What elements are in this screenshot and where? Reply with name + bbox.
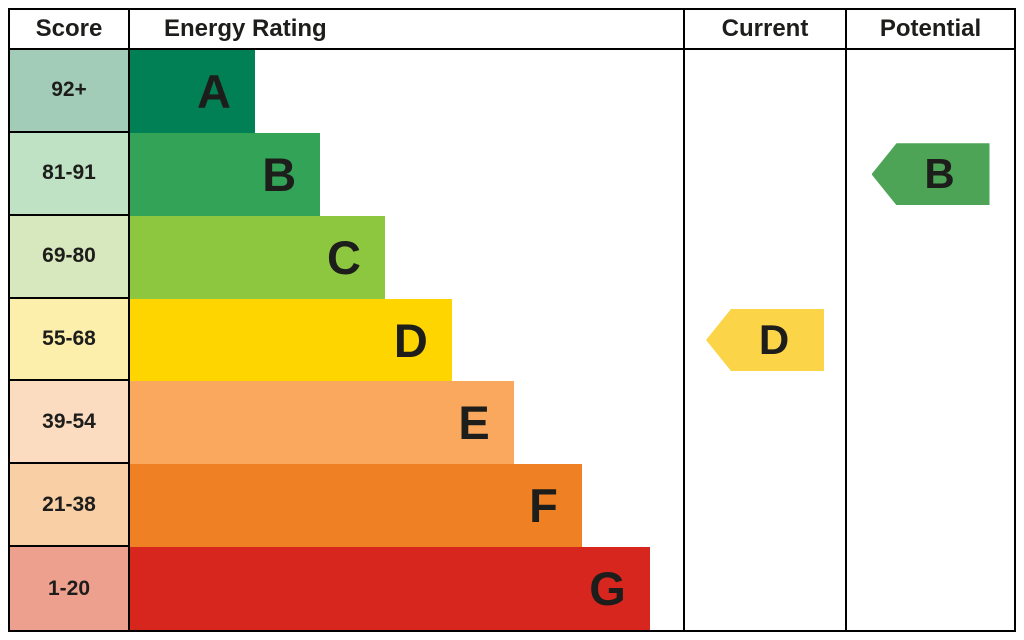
- band-row-a: 92+ A: [10, 50, 1014, 133]
- band-row-f: 21-38 F: [10, 464, 1014, 548]
- current-rating-arrow: D: [706, 309, 824, 371]
- current-cell: [683, 381, 845, 465]
- potential-cell: [845, 298, 1014, 382]
- rating-bar: C: [130, 215, 385, 299]
- band-row-c: 69-80 C: [10, 215, 1014, 299]
- band-letter: D: [393, 313, 428, 367]
- score-cell: 1-20: [10, 547, 130, 631]
- band-letter: A: [197, 64, 231, 118]
- rating-bar-area: E: [130, 381, 683, 465]
- rating-bar: D: [130, 298, 452, 382]
- current-cell: [683, 464, 845, 548]
- band-row-g: 1-20 G: [10, 547, 1014, 631]
- score-cell: 92+: [10, 50, 130, 133]
- score-cell: 69-80: [10, 215, 130, 299]
- score-cell: 21-38: [10, 464, 130, 548]
- potential-cell: [845, 215, 1014, 299]
- score-cell: 81-91: [10, 132, 130, 216]
- potential-rating-arrow: B: [871, 143, 990, 206]
- band-row-e: 39-54 E: [10, 381, 1014, 465]
- band-letter: C: [326, 230, 361, 284]
- score-cell: 39-54: [10, 381, 130, 465]
- header-row: Score Energy Rating Current Potential: [10, 10, 1014, 50]
- current-cell: [683, 215, 845, 299]
- band-letter: G: [589, 562, 626, 616]
- header-current: Current: [683, 10, 845, 48]
- rating-bar: G: [130, 547, 650, 631]
- epc-rating-chart: Score Energy Rating Current Potential 92…: [8, 8, 1016, 632]
- rating-bar-area: G: [130, 547, 683, 631]
- rating-bar: A: [130, 50, 255, 133]
- band-letter: B: [262, 147, 297, 201]
- rating-bar: B: [130, 132, 321, 216]
- potential-cell: [845, 547, 1014, 631]
- current-cell: [683, 547, 845, 631]
- arrow-label: B: [924, 150, 955, 198]
- potential-cell: [845, 50, 1014, 133]
- header-energy-rating: Energy Rating: [164, 15, 327, 42]
- band-row-d: 55-68 D D: [10, 298, 1014, 382]
- rating-bar-area: C: [130, 215, 683, 299]
- arrow-label: D: [758, 316, 790, 363]
- rating-bar: E: [130, 381, 514, 465]
- band-letter: F: [529, 479, 558, 533]
- header-potential: Potential: [845, 10, 1014, 48]
- rating-bar: F: [130, 464, 582, 548]
- current-cell: [683, 132, 845, 216]
- current-cell: [683, 50, 845, 133]
- potential-cell: B: [845, 132, 1014, 216]
- rating-bar-area: D: [130, 298, 683, 382]
- score-cell: 55-68: [10, 298, 130, 382]
- potential-cell: [845, 464, 1014, 548]
- potential-cell: [845, 381, 1014, 465]
- header-score: Score: [10, 10, 130, 48]
- current-cell: D: [683, 298, 845, 382]
- rating-bar-area: A: [130, 50, 683, 133]
- band-row-b: 81-91 B B: [10, 132, 1014, 216]
- rating-bar-area: F: [130, 464, 683, 548]
- band-letter: E: [458, 396, 490, 450]
- rating-bar-area: B: [130, 132, 683, 216]
